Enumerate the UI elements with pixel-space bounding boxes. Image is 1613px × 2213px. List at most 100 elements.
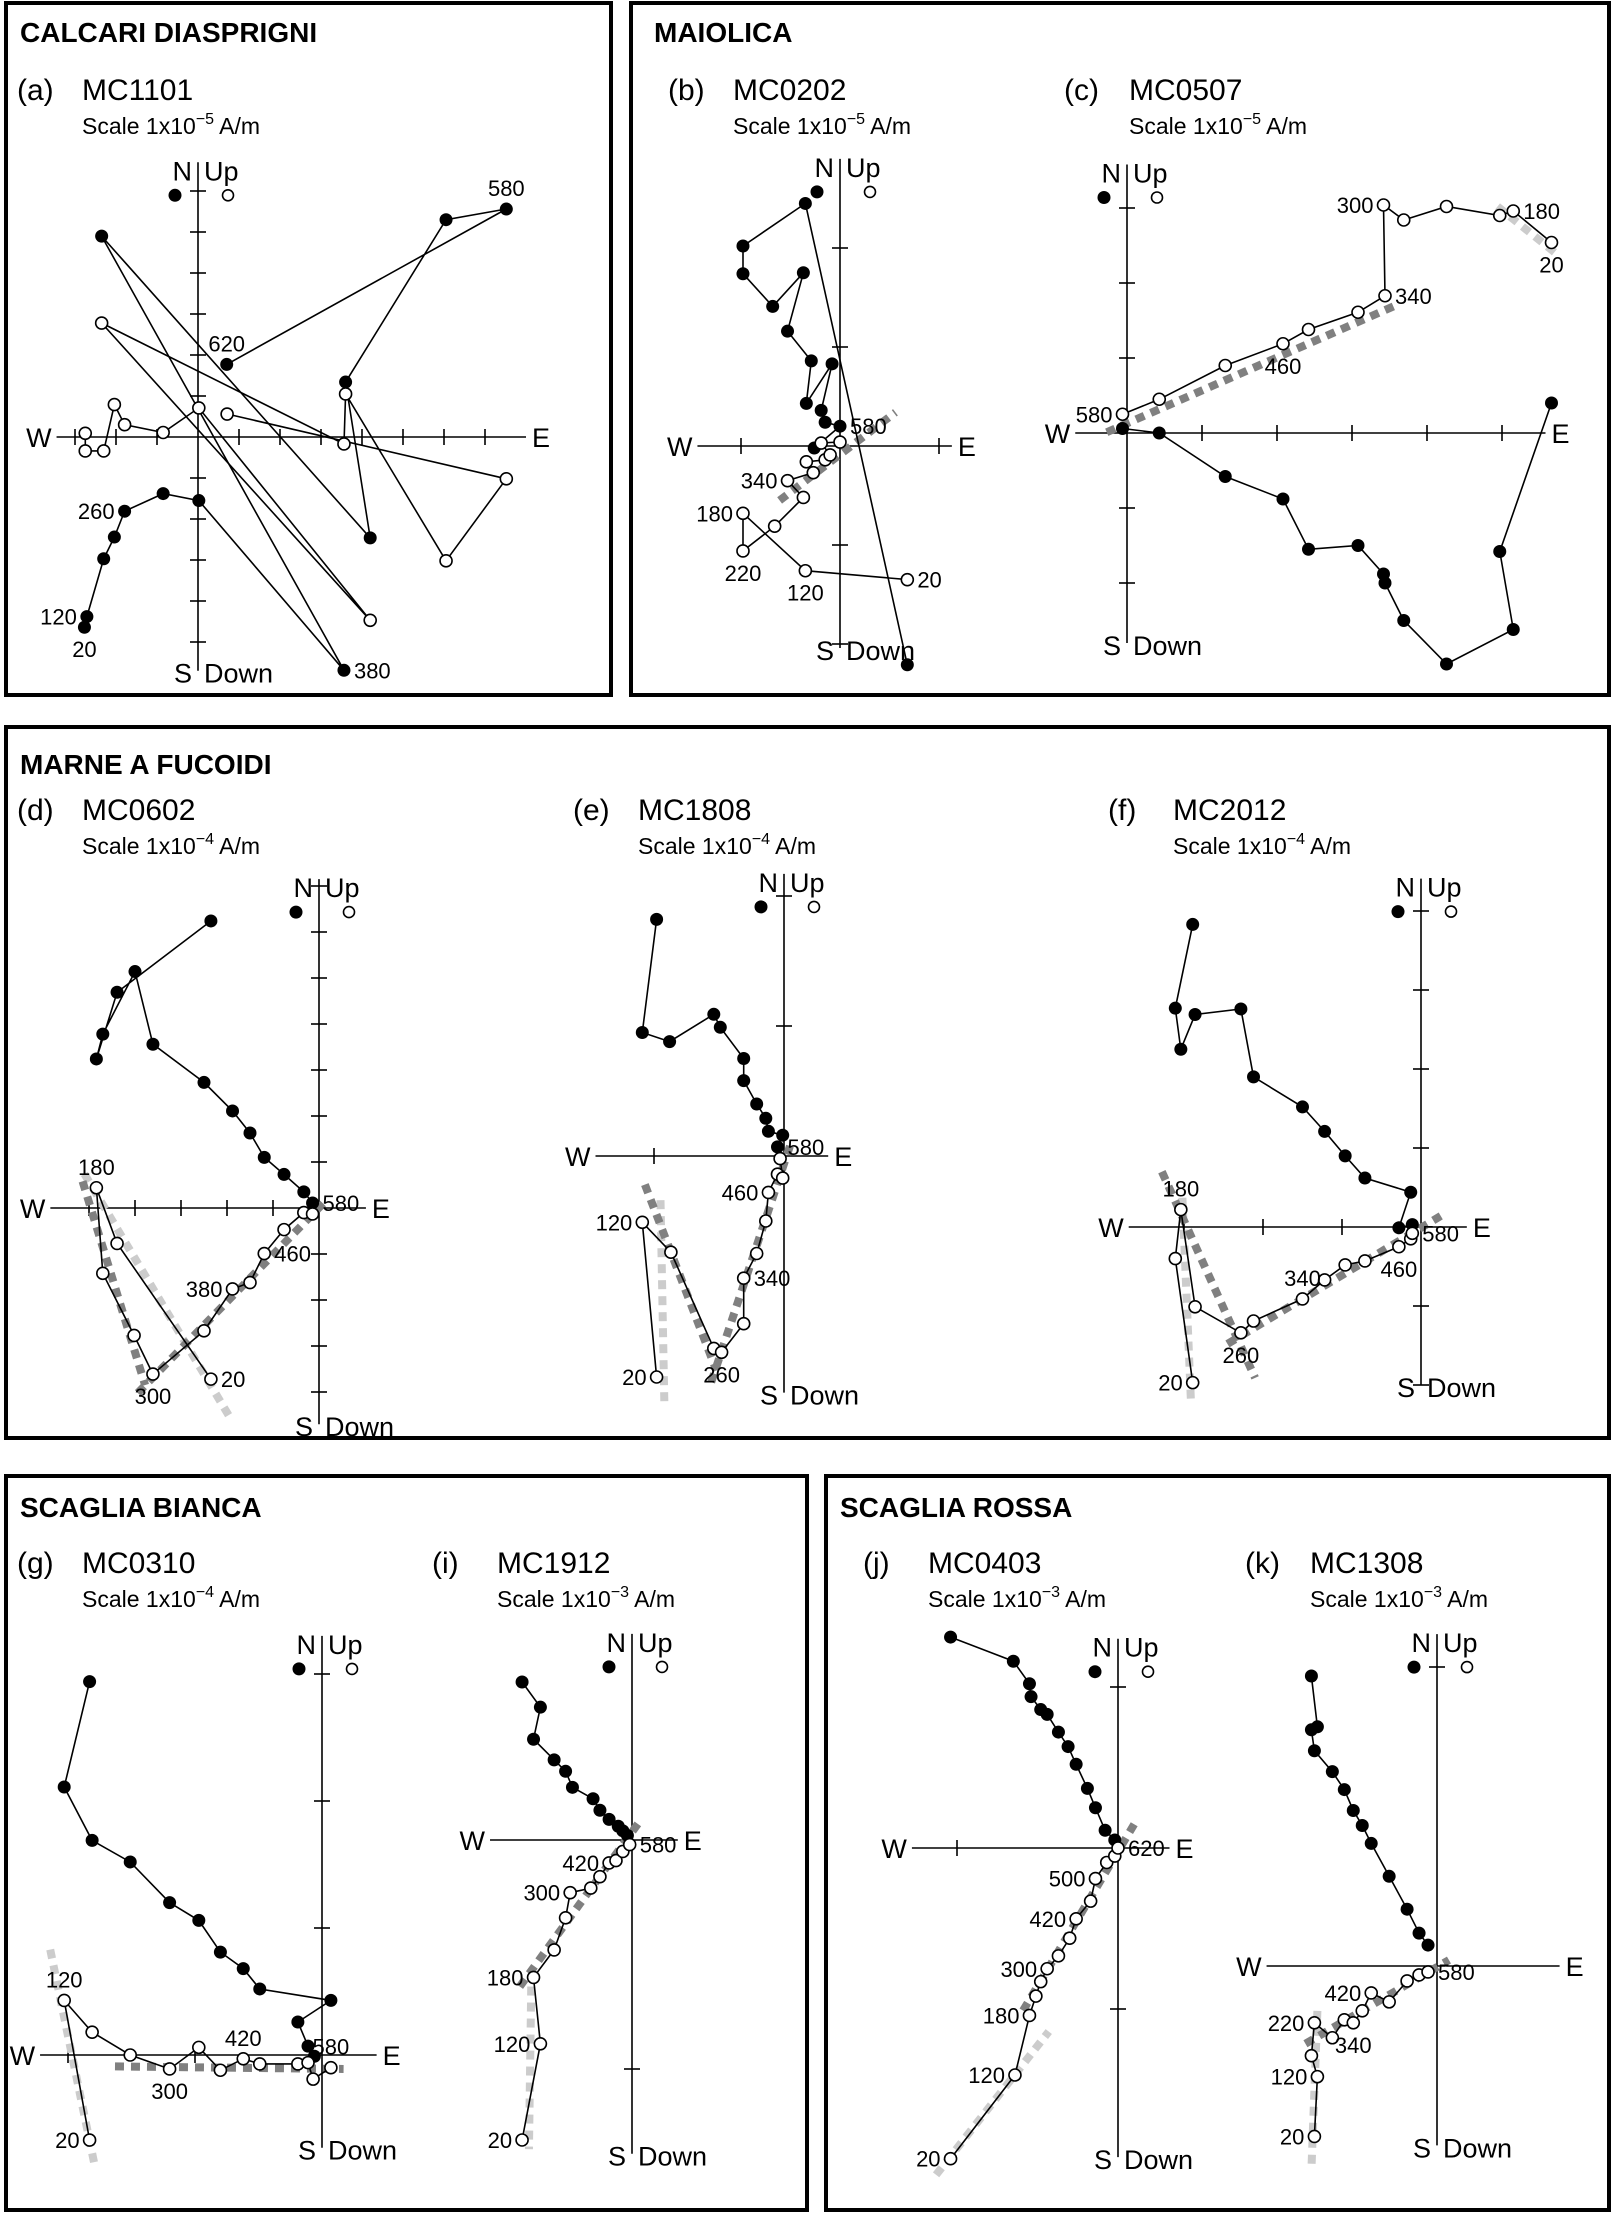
vertical-point — [96, 1266, 110, 1281]
step-label: 180 — [696, 501, 733, 526]
scale-label: Scale 1x10−3 A/m — [928, 1584, 1106, 1612]
horizontal-point — [226, 1104, 240, 1118]
horizontal-point — [737, 1074, 751, 1088]
vertical-point — [192, 401, 206, 415]
step-label: 220 — [725, 561, 762, 586]
horizontal-point — [1392, 1221, 1406, 1235]
horizontal-point — [95, 229, 109, 243]
axis-label-n: N — [1396, 873, 1416, 903]
sample-id: MC0507 — [1129, 74, 1242, 107]
zijderveld-plot-j: (j) MC0403 Scale 1x10−3 A/m N Up S Down W E 620 50… — [863, 1547, 1194, 2178]
section-frame-scaglia-rossa — [824, 1474, 1611, 2212]
axis-label-w: W — [1236, 1952, 1262, 1982]
step-label: 120 — [494, 2032, 531, 2057]
step-label: 380 — [354, 658, 391, 683]
axis-label-e: E — [383, 2041, 401, 2071]
scale-unit: A/m — [770, 833, 816, 859]
step-label: 460 — [1381, 1257, 1418, 1282]
legend-filled-dot — [810, 185, 824, 199]
step-label: 340 — [754, 1266, 791, 1291]
axis-label-e: E — [684, 1826, 702, 1856]
section-frame-scaglia-bianca — [4, 1474, 809, 2212]
vertical-point — [664, 1245, 678, 1259]
panel-label: (d) — [17, 794, 54, 827]
legend-open-dot — [1444, 905, 1458, 918]
vertical-point — [736, 1316, 751, 1331]
step-label: 20 — [622, 1365, 646, 1390]
horizontal-point — [80, 610, 94, 624]
section-frame-maiolica — [629, 1, 1611, 697]
horizontal-point — [1022, 1677, 1036, 1691]
axis-label-w: W — [20, 1194, 46, 1224]
horizontal-point — [1412, 1926, 1426, 1940]
horizontal-point — [1355, 1818, 1369, 1832]
legend-open-dot — [342, 905, 356, 919]
scale-unit: A/m — [865, 113, 911, 139]
vertical-point — [1310, 2069, 1325, 2084]
legend-open-dot — [1150, 191, 1164, 204]
vertical-point — [1307, 2016, 1322, 2030]
vertical-point — [1168, 1251, 1183, 1266]
zijderveld-plot-f: (f) MC2012 Scale 1x10−4 A/m N Up S Down W E 180 58… — [1098, 794, 1496, 1406]
vertical-point — [714, 1345, 729, 1360]
horizontal-point — [593, 1803, 607, 1817]
horizontal-point — [1080, 1781, 1094, 1795]
legend-open-dot — [1460, 1660, 1474, 1674]
step-label: 420 — [225, 2026, 262, 2051]
axis-label-n: N — [815, 153, 835, 183]
legend-filled-dot — [289, 905, 303, 919]
step-label: 420 — [562, 1851, 599, 1876]
vertical-point — [213, 2063, 228, 2078]
vertical-point — [1400, 1974, 1414, 1988]
scale-prefix: Scale 1x10 — [82, 1586, 196, 1612]
axis-label-n: N — [759, 868, 779, 898]
horizontal-point — [83, 1675, 97, 1689]
scale-exponent: −3 — [1424, 1584, 1442, 1601]
horizontal-point — [339, 375, 353, 389]
axis-label-down: Down — [638, 2142, 707, 2172]
sample-id: MC0602 — [82, 794, 195, 827]
vertical-point — [1355, 2004, 1370, 2018]
vertical-point — [1392, 1239, 1406, 1254]
scale-unit: A/m — [1442, 1586, 1488, 1612]
fit-line-light — [932, 2029, 1052, 2178]
step-label: 300 — [523, 1881, 560, 1906]
step-label: 620 — [1128, 1836, 1165, 1861]
vertical-point — [1421, 1965, 1435, 1979]
vertical-point — [1276, 336, 1290, 351]
vertical-point — [324, 2060, 338, 2075]
scale-unit: A/m — [214, 1586, 260, 1612]
horizontal-point — [900, 658, 914, 672]
vertical-point — [1325, 2030, 1340, 2045]
scale-exponent: −5 — [1243, 111, 1261, 128]
step-label: 180 — [1523, 199, 1560, 224]
vertical-point — [1008, 2068, 1022, 2082]
vertical-point — [301, 2055, 315, 2070]
fit-line-dark — [1303, 1956, 1451, 2048]
sample-id: MC1101 — [82, 74, 193, 107]
legend-open-dot — [1141, 1665, 1155, 1678]
horizontal-point — [547, 1753, 561, 1767]
axis-label-down: Down — [328, 2136, 397, 2166]
legend-open-dot — [863, 185, 877, 199]
fit-line-dark — [114, 2062, 344, 2073]
vertical-point — [833, 435, 847, 449]
legend-open-dot — [807, 900, 821, 914]
vertical-point — [1338, 1258, 1352, 1272]
horizontal-point — [1440, 657, 1453, 671]
vertical-point — [277, 1222, 291, 1237]
fit-line-dark — [641, 1183, 721, 1372]
horizontal-point — [1358, 1171, 1372, 1185]
horizontal-point — [337, 663, 351, 677]
axis-label-s: S — [1413, 2133, 1431, 2163]
vertical-point — [533, 2037, 548, 2051]
vertical-point — [622, 1837, 637, 1852]
scale-prefix: Scale 1x10 — [497, 1586, 611, 1612]
vertical-point — [761, 1185, 776, 1200]
scale-unit: A/m — [214, 833, 260, 859]
horizontal-point — [213, 1945, 227, 1959]
horizontal-point — [759, 1111, 773, 1125]
vertical-point — [1029, 1989, 1043, 2003]
panel-label: (j) — [863, 1547, 890, 1580]
axis-label-s: S — [1094, 2145, 1112, 2175]
